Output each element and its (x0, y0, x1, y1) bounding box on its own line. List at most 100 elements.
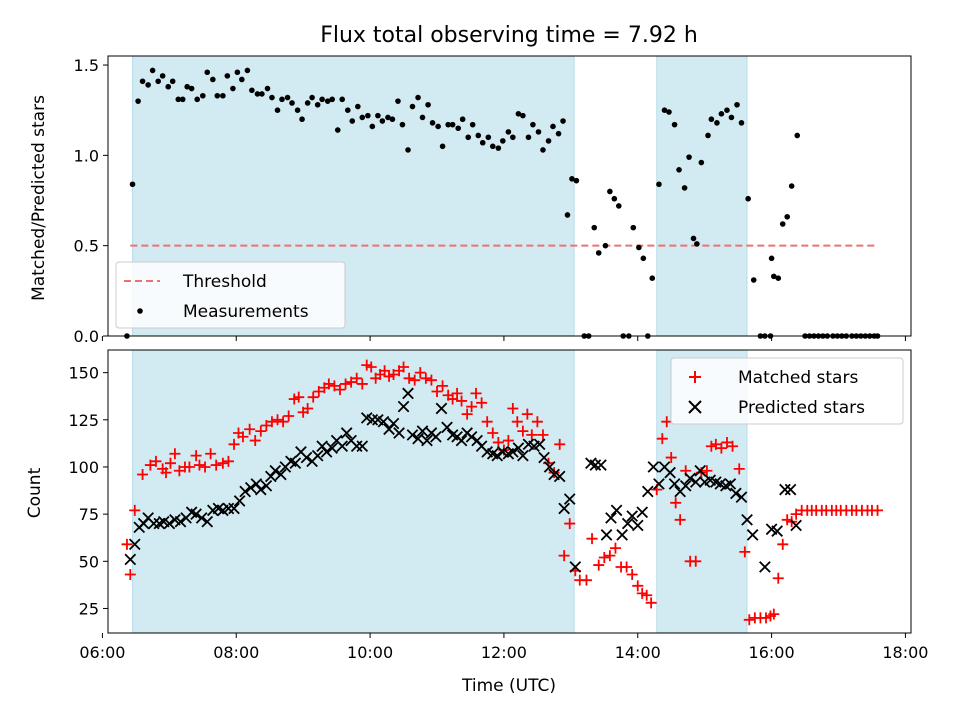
predicted-star-point (244, 481, 257, 494)
predicted-star-point (664, 466, 676, 479)
measurement-point (194, 96, 201, 103)
matched-star-point (872, 504, 884, 516)
predicted-star-point (631, 519, 644, 532)
measurement-point (705, 132, 711, 139)
predicted-star-point (668, 478, 681, 490)
matched-star-point (351, 372, 363, 384)
matched-star-point (777, 538, 789, 550)
matched-star-point (665, 452, 677, 464)
measurement-point (510, 134, 516, 141)
predicted-star-point (455, 434, 468, 447)
measurement-point (465, 134, 472, 141)
matched-star-point (272, 414, 284, 426)
measurement-point (269, 94, 275, 101)
predicted-star-point (507, 446, 519, 458)
measurement-point (145, 82, 151, 88)
measurement-point (649, 275, 656, 281)
measurement-point (595, 250, 602, 256)
matched-star-point (690, 555, 702, 567)
measurement-point (355, 103, 361, 110)
measurement-point (690, 235, 697, 242)
matched-star-point (190, 450, 202, 462)
predicted-star-point (517, 449, 529, 462)
measurement-point (409, 103, 416, 110)
predicted-star-point (626, 510, 639, 522)
measurement-point (254, 91, 261, 97)
measurement-point (329, 96, 335, 103)
predicted-star-point (616, 529, 628, 541)
predicted-star-point (366, 413, 379, 426)
measurement-point (324, 98, 331, 104)
matched-star-point (334, 384, 346, 396)
predicted-star-point (397, 400, 410, 413)
legend-box (670, 357, 904, 425)
x-axis-label: Time (UTC) (461, 676, 556, 696)
predicted-star-point (340, 427, 353, 439)
matched-star-point (670, 497, 682, 509)
measurement-point (469, 121, 476, 128)
matched-star-point (255, 425, 267, 437)
predicted-star-point (533, 438, 546, 451)
measurement-point (284, 94, 291, 101)
predicted-star-point (412, 432, 424, 445)
matched-star-point (531, 416, 543, 428)
measurement-point (788, 183, 795, 189)
measurement-point (475, 132, 482, 139)
predicted-star-point (190, 508, 202, 520)
measurement-point (630, 224, 637, 231)
measurement-point (784, 213, 791, 220)
measurement-point (611, 195, 618, 202)
matched-star-point (521, 408, 533, 420)
predicted-star-point (569, 561, 582, 573)
matched-star-point (328, 380, 340, 392)
measurement-point (771, 273, 777, 280)
x-tick-label: 10:00 (347, 643, 393, 662)
predicted-star-point (300, 451, 313, 464)
matched-star-point (727, 440, 739, 452)
legend-label: Matched stars (738, 368, 858, 388)
measurement-point (210, 76, 216, 83)
measurement-point (449, 121, 456, 128)
measurement-point (535, 129, 542, 135)
matched-star-point (398, 361, 410, 373)
measurement-point (718, 111, 725, 117)
legend-label: Predicted stars (738, 398, 865, 418)
x-tick-label: 06:00 (79, 643, 125, 662)
predicted-star-point (163, 517, 176, 530)
measurement-point (244, 67, 251, 74)
matched-star-point (283, 410, 295, 422)
matched-star-point (237, 431, 249, 443)
measurement-point (159, 73, 166, 79)
predicted-star-point (610, 504, 623, 517)
measurement-point (379, 118, 386, 124)
measurement-point (395, 98, 401, 104)
measurement-point (389, 116, 396, 123)
measurement-point (728, 114, 735, 121)
measurement-point (344, 107, 351, 113)
matched-star-point (345, 376, 357, 388)
measurement-point (220, 92, 226, 99)
predicted-star-point (790, 519, 802, 532)
measurement-point (239, 76, 245, 83)
matched-star-point (266, 416, 278, 428)
x-tick-label: 14:00 (615, 643, 661, 662)
measurement-point (249, 87, 255, 94)
measurement-point (515, 111, 522, 117)
predicted-star-point (320, 446, 333, 458)
measurement-point (530, 121, 536, 128)
matched-star-point (466, 401, 478, 413)
matched-star-point (507, 402, 519, 414)
matched-star-point (604, 550, 616, 562)
measurement-point (636, 244, 642, 251)
matched-star-point (487, 427, 499, 439)
predicted-star-point (260, 480, 273, 492)
matched-star-point (626, 569, 638, 581)
matched-star-point (137, 469, 149, 481)
predicted-star-point (421, 434, 433, 447)
bottom-y-axis-label: Count (25, 467, 45, 518)
matched-star-point (150, 455, 162, 467)
matched-star-point (183, 461, 195, 473)
measurement-point (573, 177, 580, 184)
y-tick-label: 0.0 (74, 327, 99, 346)
